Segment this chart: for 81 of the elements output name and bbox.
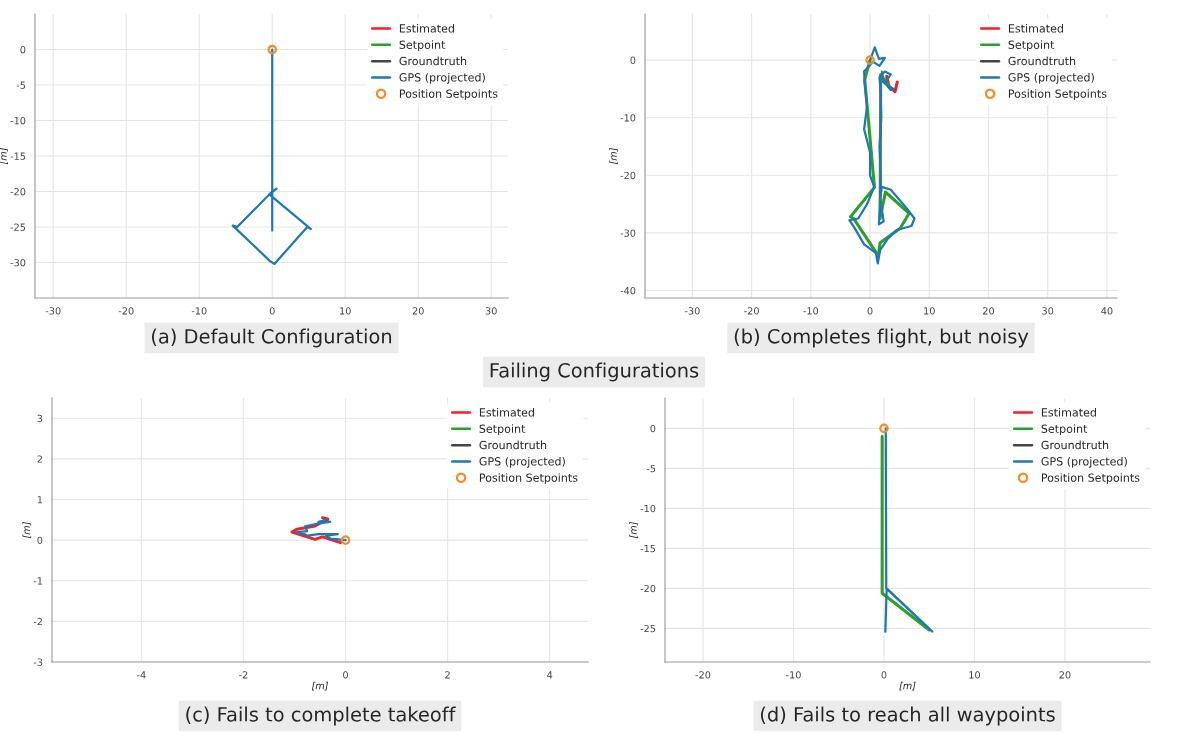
legend-label: Position Setpoints (1041, 473, 1140, 484)
legend-label: Setpoint (399, 40, 446, 52)
y-tick-label: 0 (20, 45, 26, 54)
legend-label: GPS (projected) (1008, 72, 1094, 84)
legend-label: GPS (projected) (479, 456, 565, 468)
text: (b) Completes flight, but noisy (734, 328, 1029, 348)
y-tick-label: -20 (10, 187, 26, 196)
y-tick-label: -3 (33, 658, 43, 666)
legend-label: Setpoint (479, 424, 526, 436)
x-tick-label: -30 (45, 307, 61, 315)
x-tick-label: 20 (1059, 671, 1071, 679)
text: (d) Fails to reach all waypoints (760, 706, 1055, 726)
text: Failing Configurations (490, 362, 699, 382)
x-tick-label: -2 (239, 671, 248, 679)
x-tick-label: -10 (786, 671, 801, 679)
y-tick-label: -25 (10, 223, 26, 231)
y-axis-title: [m] (609, 147, 618, 165)
legend-label: Estimated (1041, 408, 1096, 417)
y-tick-label: -20 (640, 584, 656, 593)
legend-label: Groundtruth (479, 440, 547, 450)
y-tick-label: -20 (620, 171, 636, 180)
x-axis-title: [m] (311, 681, 329, 691)
legend-label: Position Setpoints (1008, 89, 1107, 100)
y-tick-label: -10 (10, 116, 26, 125)
legend-label: Setpoint (1041, 424, 1088, 436)
y-tick-label: 0 (37, 536, 43, 544)
y-tick-label: -10 (640, 504, 656, 513)
text: (a) Default Configuration (151, 328, 392, 348)
y-tick-label: 1 (37, 496, 43, 504)
x-tick-label: -10 (191, 307, 207, 315)
x-tick-label: 10 (969, 671, 980, 679)
y-tick-label: -2 (33, 617, 42, 626)
legend-label: Setpoint (1008, 40, 1055, 52)
legend-label: Estimated (479, 408, 534, 417)
legend-label: Estimated (399, 24, 454, 33)
x-tick-label: 4 (547, 671, 553, 679)
x-tick-label: 0 (867, 307, 873, 315)
x-tick-label: 0 (343, 671, 348, 679)
x-tick-label: -20 (744, 307, 759, 315)
y-tick-label: -10 (620, 114, 636, 122)
x-tick-label: 0 (881, 671, 887, 679)
y-tick-label: -5 (16, 81, 26, 89)
legend-label: Groundtruth (1041, 440, 1109, 450)
x-tick-label: -20 (118, 307, 134, 315)
legend-label: Groundtruth (399, 56, 467, 66)
x-tick-label: 30 (485, 307, 497, 315)
y-tick-label: 0 (650, 424, 656, 433)
x-tick-label: 10 (924, 307, 935, 315)
x-tick-label: 2 (445, 671, 450, 679)
y-tick-label: -25 (640, 624, 656, 633)
y-axis-title: [m] (22, 521, 32, 539)
x-tick-label: -4 (136, 671, 146, 679)
legend-label: Position Setpoints (479, 473, 578, 484)
y-tick-label: -30 (10, 258, 26, 267)
text: (c) Fails to complete takeoff (186, 706, 456, 726)
x-tick-label: 10 (340, 307, 351, 315)
y-tick-label: 3 (37, 414, 43, 423)
y-axis-title: [m] (0, 147, 8, 165)
x-tick-label: 20 (983, 307, 995, 315)
x-tick-label: -10 (803, 307, 819, 315)
x-tick-label: -30 (684, 307, 700, 315)
x-tick-label: -20 (695, 671, 711, 679)
x-tick-label: 0 (269, 307, 275, 315)
y-tick-label: -1 (33, 577, 43, 585)
y-tick-label: 2 (37, 455, 42, 463)
x-axis-title: [m] (899, 681, 916, 691)
y-tick-label: -15 (640, 545, 656, 553)
x-tick-label: 20 (412, 307, 424, 315)
legend-label: Groundtruth (1008, 56, 1076, 66)
y-tick-label: -5 (646, 465, 656, 473)
legend-label: Position Setpoints (399, 89, 498, 100)
legend-label: Estimated (1008, 24, 1063, 33)
legend-label: GPS (projected) (399, 72, 485, 84)
x-tick-label: 30 (1042, 307, 1054, 315)
y-tick-label: -15 (10, 152, 26, 160)
legend-label: GPS (projected) (1041, 456, 1127, 468)
y-tick-label: 0 (630, 56, 636, 64)
y-tick-label: -40 (620, 286, 636, 295)
y-axis-title: [m] (629, 521, 638, 539)
y-tick-label: -30 (620, 229, 636, 237)
x-tick-label: 40 (1101, 307, 1113, 315)
